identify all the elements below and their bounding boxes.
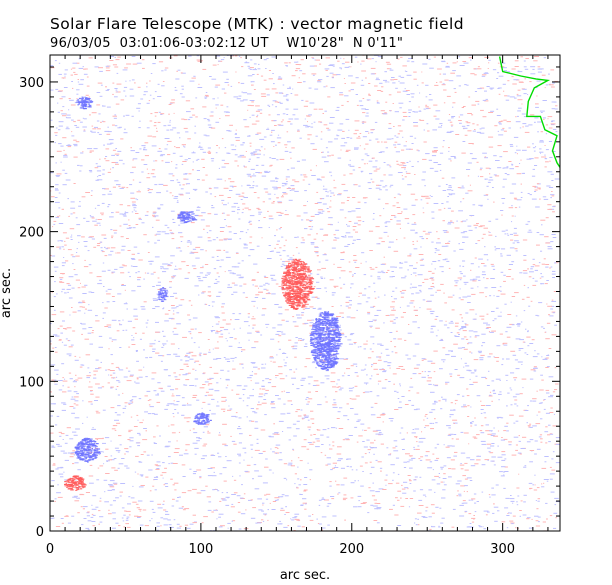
chart-subtitle: 96/03/05 03:01:06-03:02:12 UT W10'28" N … (50, 36, 404, 51)
chart-title: Solar Flare Telescope (MTK) : vector mag… (50, 15, 464, 33)
